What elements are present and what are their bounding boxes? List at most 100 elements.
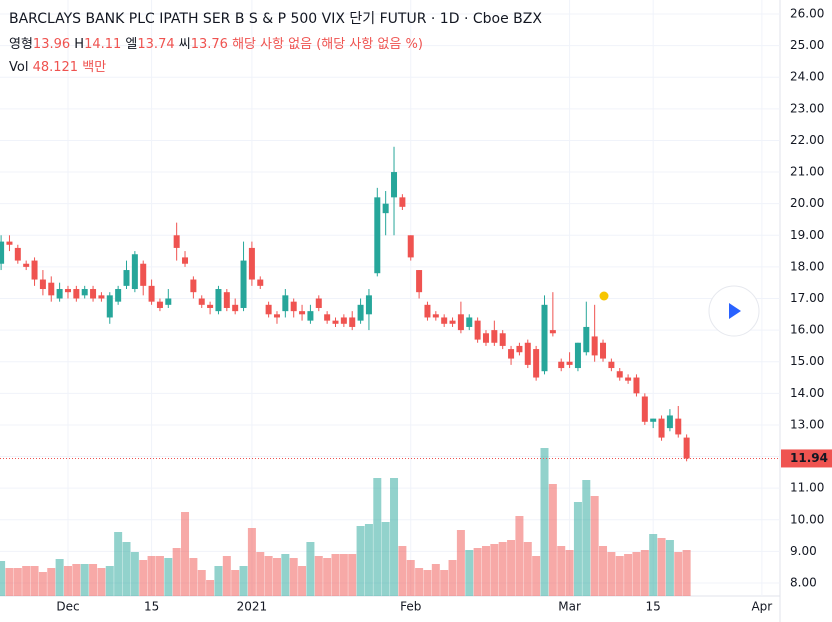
candle-body bbox=[432, 314, 439, 318]
candle-body bbox=[232, 304, 239, 312]
candle-body bbox=[583, 326, 590, 353]
candle-body bbox=[182, 257, 189, 264]
legend-unit: 백만 bbox=[82, 60, 107, 75]
volume-bar bbox=[197, 570, 206, 596]
candle-body bbox=[223, 292, 230, 308]
last-price-box bbox=[781, 449, 832, 468]
volume-bar bbox=[289, 558, 298, 596]
volume-bar bbox=[323, 558, 332, 596]
candles bbox=[0, 146, 690, 462]
candle-body bbox=[315, 298, 322, 308]
volume-bar bbox=[80, 564, 89, 596]
volume-bar bbox=[532, 556, 541, 596]
candle-body bbox=[265, 304, 272, 315]
legend-label: 영형 bbox=[9, 37, 33, 52]
volume-bar bbox=[398, 546, 407, 596]
candle-body bbox=[574, 342, 581, 369]
candle-body bbox=[207, 304, 214, 308]
candle-body bbox=[658, 418, 665, 438]
y-tick-label: 11.00 bbox=[790, 481, 824, 495]
volume-bar bbox=[431, 564, 440, 596]
event-marker[interactable] bbox=[599, 291, 609, 301]
candle-body bbox=[248, 247, 255, 280]
volume-bar bbox=[139, 560, 148, 596]
volume-bar bbox=[640, 550, 649, 596]
candle-body bbox=[64, 289, 71, 293]
candle-body bbox=[616, 371, 623, 378]
volume-bar bbox=[247, 528, 256, 596]
candle-body bbox=[457, 314, 464, 331]
volume-bar bbox=[172, 548, 181, 596]
legend-change: 해당 사항 없음 (해당 사항 없음 %) bbox=[232, 37, 423, 52]
volume-bar bbox=[13, 568, 22, 596]
candle-body bbox=[115, 289, 122, 302]
x-tick-label: Dec bbox=[56, 600, 79, 614]
candle-body bbox=[240, 260, 247, 308]
candle-body bbox=[549, 330, 556, 334]
volume-bar bbox=[147, 556, 156, 596]
candle-body bbox=[123, 270, 130, 286]
volume-bar bbox=[565, 550, 574, 596]
volume-bar bbox=[498, 542, 507, 596]
candle-body bbox=[6, 241, 13, 245]
volume-bar bbox=[523, 542, 532, 596]
candle-body bbox=[608, 361, 615, 369]
candle-body bbox=[215, 289, 222, 312]
y-tick-label: 19.00 bbox=[790, 228, 824, 242]
candle-body bbox=[340, 317, 347, 324]
volume-bar bbox=[264, 556, 273, 596]
legend-value: 13.76 bbox=[190, 37, 228, 52]
y-tick-label: 13.00 bbox=[790, 417, 824, 431]
candle-body bbox=[508, 349, 515, 359]
y-tick-label: 25.00 bbox=[790, 38, 824, 52]
volume-bar bbox=[231, 570, 240, 596]
candle-body bbox=[600, 342, 607, 359]
candle-body bbox=[416, 270, 423, 293]
candle-body bbox=[140, 263, 147, 286]
candle-body bbox=[198, 298, 205, 305]
legend-value: 13.74 bbox=[137, 37, 175, 52]
candle-body bbox=[382, 203, 389, 214]
x-tick-label: 15 bbox=[646, 600, 661, 614]
candle-body bbox=[491, 330, 498, 343]
volume-bar bbox=[582, 480, 591, 596]
volume-bar bbox=[557, 546, 566, 596]
volume-bar bbox=[665, 540, 674, 596]
candle-body bbox=[165, 298, 172, 305]
candle-body bbox=[31, 260, 38, 280]
volume-bar bbox=[657, 538, 666, 596]
volume-bar bbox=[63, 566, 72, 596]
x-tick-label: Mar bbox=[558, 600, 581, 614]
y-tick-label: 21.00 bbox=[790, 165, 824, 179]
volume-bar bbox=[415, 568, 424, 596]
volume-bar bbox=[38, 572, 47, 596]
candle-body bbox=[374, 197, 381, 274]
x-tick-label: 15 bbox=[144, 600, 159, 614]
volume-bar bbox=[507, 540, 516, 596]
volume-bar bbox=[0, 561, 6, 596]
candle-body bbox=[441, 317, 448, 324]
volume-bar bbox=[114, 532, 123, 596]
y-tick-label: 14.00 bbox=[790, 386, 824, 400]
y-tick-label: 26.00 bbox=[790, 7, 824, 21]
volume-bar bbox=[5, 568, 14, 596]
axes: 8.009.0010.0011.0012.0013.0014.0015.0016… bbox=[0, 7, 832, 614]
volume-bar bbox=[89, 564, 98, 596]
volume-bar bbox=[47, 568, 56, 596]
volume-bar bbox=[423, 570, 432, 596]
candle-body bbox=[399, 197, 406, 207]
volume-bar bbox=[590, 496, 599, 596]
candle-body bbox=[499, 333, 506, 346]
volume-bars bbox=[0, 448, 691, 596]
candle-body bbox=[106, 295, 113, 318]
x-tick-label: Feb bbox=[400, 600, 421, 614]
chart-title: BARCLAYS BANK PLC IPATH SER B S & P 500 … bbox=[9, 11, 542, 27]
volume-bar bbox=[189, 558, 198, 596]
volume-bar bbox=[314, 556, 323, 596]
volume-bar bbox=[272, 558, 281, 596]
legend-label: H bbox=[74, 37, 85, 52]
x-tick-label: 2021 bbox=[237, 600, 268, 614]
candle-body bbox=[541, 304, 548, 372]
candle-body bbox=[675, 418, 682, 435]
